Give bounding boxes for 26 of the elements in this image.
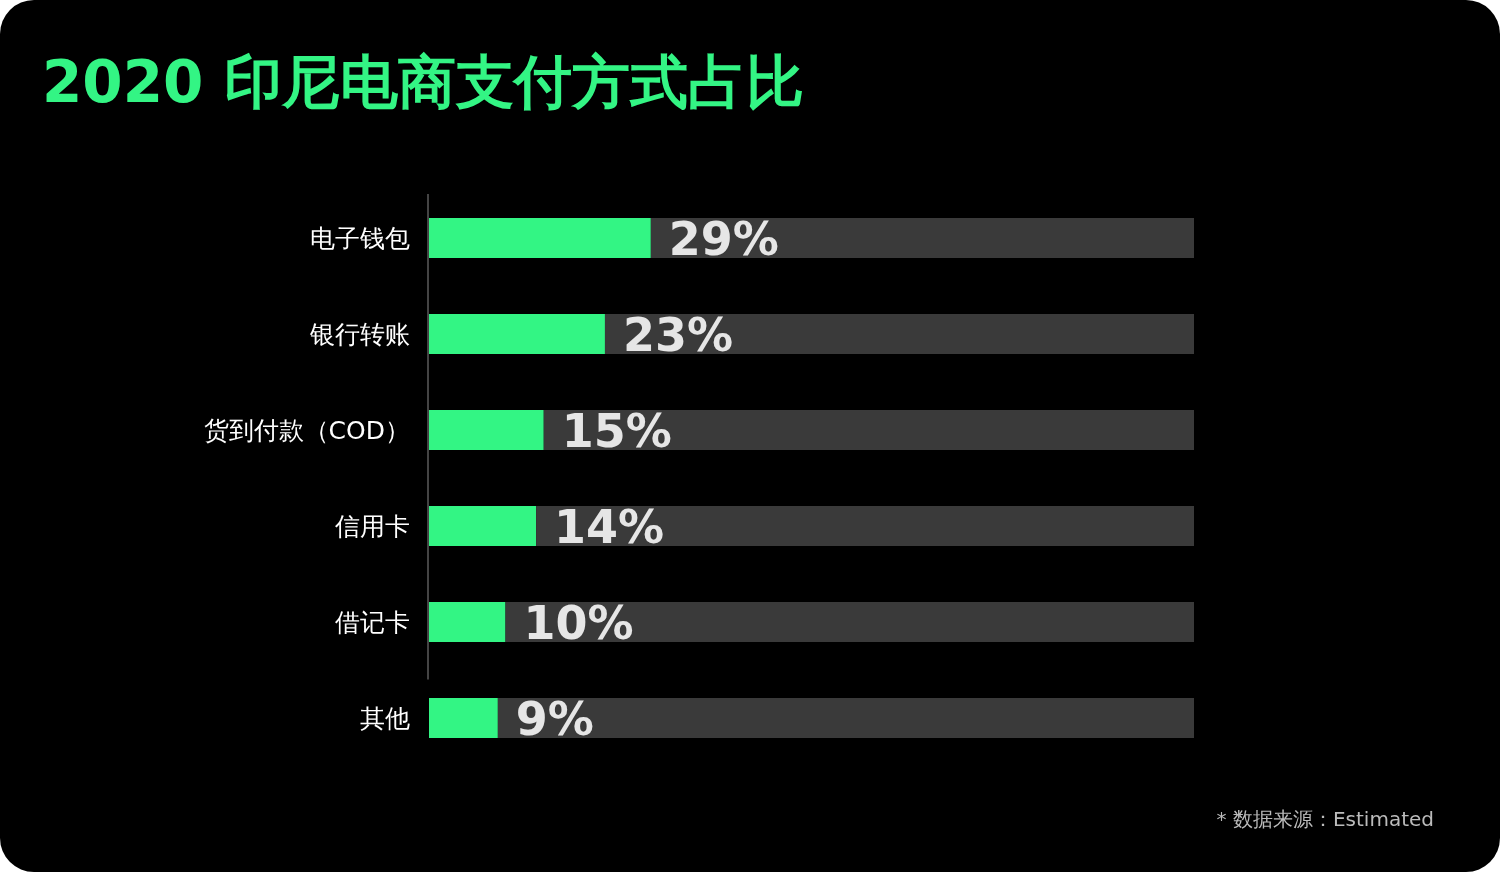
bar <box>429 506 537 546</box>
bar <box>505 602 1194 642</box>
y-tick-label: 电子钱包 <box>310 224 410 253</box>
data-label: 14% <box>554 500 665 554</box>
bar <box>429 698 498 738</box>
data-label: 15% <box>561 404 672 458</box>
bar <box>543 410 1194 450</box>
bar <box>429 602 506 642</box>
bar <box>536 506 1194 546</box>
text: * 数据来源：Estimated <box>1216 807 1434 831</box>
chart-title: 2020 印尼电商支付方式占比 <box>42 48 804 116</box>
bar <box>429 314 605 354</box>
data-label: 10% <box>523 596 634 650</box>
y-tick-label: 银行转账 <box>309 320 410 349</box>
bar <box>429 218 651 258</box>
bar <box>429 410 544 450</box>
y-tick-label: 其他 <box>360 704 410 733</box>
data-label: 9% <box>515 692 594 746</box>
y-tick-label: 货到付款（COD） <box>203 416 410 445</box>
y-tick-label: 借记卡 <box>335 608 410 637</box>
y-tick-label: 信用卡 <box>335 512 410 541</box>
data-label: 23% <box>622 308 734 362</box>
bar <box>604 314 1194 354</box>
bar <box>497 698 1194 738</box>
data-label: 29% <box>668 212 779 266</box>
bar <box>650 218 1194 258</box>
